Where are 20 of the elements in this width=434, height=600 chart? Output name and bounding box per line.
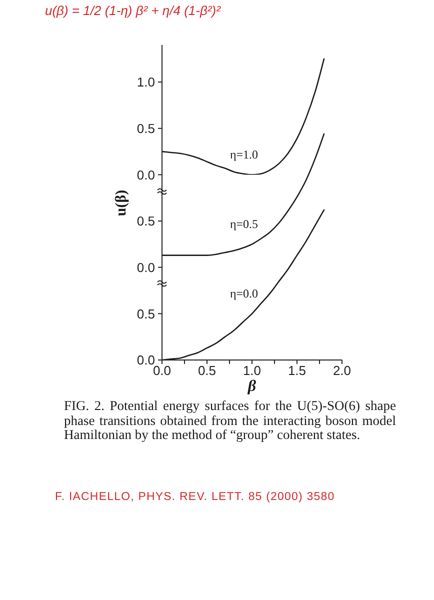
y-tick-label: 0.5 — [136, 306, 155, 322]
text: F. IACHELLO, PHYS. REV. LETT. 85 (2000) 3580 — [55, 491, 335, 503]
series-label: η=1.0 — [230, 148, 258, 162]
series-label: η=0.5 — [230, 217, 258, 232]
x-tick-label: 1.0 — [242, 363, 262, 378]
text: u(β) = 1/2 (1-η) β² + η/4 (1-β²)² — [45, 3, 220, 18]
series-label: η=0.0 — [230, 286, 258, 301]
caption: FIG. 2. Potential energy surfaces for the U(5)-SO(6) shape phase transitions obtained from the interacting boson model Hamiltonian by the method of “group” coherent states. — [64, 398, 396, 442]
y-tick-label: 0.5 — [136, 120, 155, 136]
y-axis-title: u(β) — [114, 189, 130, 216]
y-tick-label: 0.0 — [136, 260, 155, 275]
y-tick-label: 0.0 — [136, 167, 155, 182]
x-tick-label: 0.0 — [152, 363, 172, 378]
x-axis-title: β — [248, 378, 256, 396]
y-tick-label: 1.0 — [136, 74, 155, 90]
y-tick-label: 0.5 — [136, 214, 155, 229]
x-tick-label: 1.5 — [288, 363, 306, 378]
x-tick-label: 2.0 — [332, 363, 352, 378]
x-tick-label: 0.5 — [198, 363, 216, 378]
y-tick-label: 0.0 — [136, 352, 155, 368]
